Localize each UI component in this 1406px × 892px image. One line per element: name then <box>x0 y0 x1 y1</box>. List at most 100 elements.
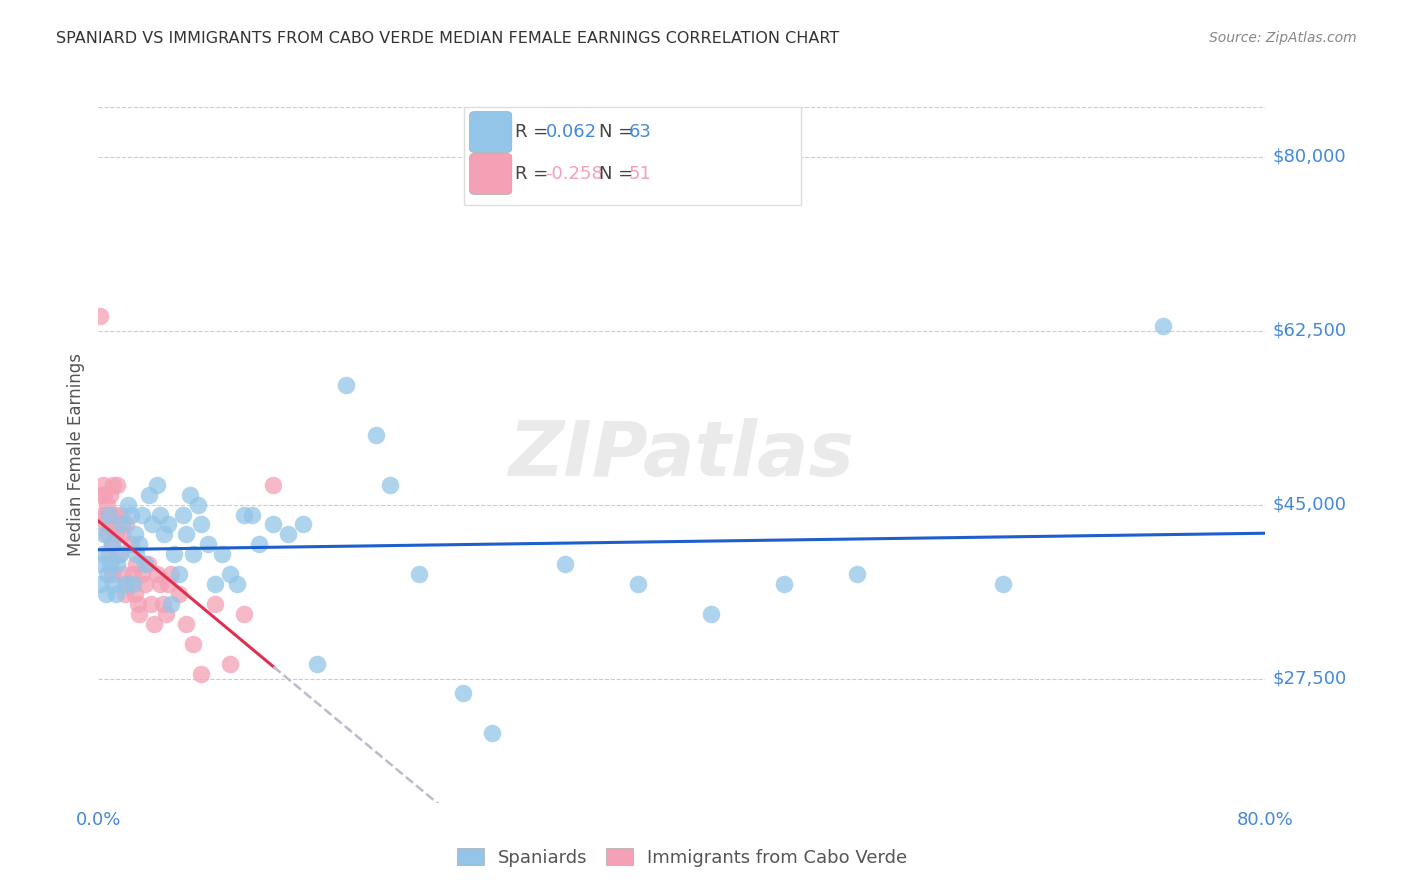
Point <box>98 558 121 572</box>
Point <box>114 577 136 591</box>
Point <box>167 567 190 582</box>
Point <box>101 477 124 491</box>
Y-axis label: Median Female Earnings: Median Female Earnings <box>66 353 84 557</box>
Point <box>111 517 134 532</box>
Point <box>139 597 162 611</box>
Point <box>115 517 138 532</box>
Point <box>554 558 576 572</box>
Point <box>125 547 148 561</box>
Point <box>218 567 240 582</box>
Point <box>190 517 212 532</box>
Text: R =: R = <box>515 165 554 183</box>
Point <box>114 587 136 601</box>
Point <box>190 666 212 681</box>
Point <box>110 508 132 522</box>
Point <box>122 567 145 582</box>
Point <box>378 477 402 491</box>
Point <box>89 309 111 323</box>
Point <box>167 587 190 601</box>
Point <box>96 527 118 541</box>
Point <box>700 607 723 621</box>
Point <box>138 488 160 502</box>
Point <box>160 567 183 582</box>
Point <box>149 577 172 591</box>
Text: 63: 63 <box>628 123 651 141</box>
Point <box>157 577 180 591</box>
Point <box>105 558 128 572</box>
Point <box>240 508 263 522</box>
Point <box>627 577 650 591</box>
Point <box>233 607 256 621</box>
Point <box>134 577 156 591</box>
Point <box>124 587 146 601</box>
Text: $45,000: $45,000 <box>1272 496 1347 514</box>
Text: ZIPatlas: ZIPatlas <box>509 418 855 491</box>
Point <box>94 587 117 601</box>
Point <box>112 567 135 582</box>
Point <box>204 577 226 591</box>
Point <box>233 508 256 522</box>
Point <box>128 607 150 621</box>
Point <box>277 527 299 541</box>
Point <box>110 547 132 561</box>
Point <box>181 547 204 561</box>
Point <box>93 527 115 541</box>
Point <box>111 527 134 541</box>
Point <box>262 517 284 532</box>
Point <box>93 488 115 502</box>
Point <box>204 597 226 611</box>
Point <box>94 517 117 532</box>
Point <box>181 637 204 651</box>
Point <box>125 558 148 572</box>
Point <box>120 537 142 551</box>
Point <box>97 547 120 561</box>
Point <box>131 567 153 582</box>
Point <box>773 577 796 591</box>
Point <box>104 527 127 541</box>
Point <box>157 517 180 532</box>
Point <box>131 508 153 522</box>
Text: N =: N = <box>599 123 638 141</box>
Point <box>152 597 174 611</box>
Point <box>91 477 114 491</box>
Point <box>98 488 121 502</box>
Point <box>845 567 868 582</box>
Point <box>153 527 176 541</box>
Point <box>108 547 131 561</box>
Point <box>100 567 122 582</box>
Point <box>226 577 249 591</box>
Point <box>307 657 329 671</box>
Point <box>991 577 1014 591</box>
Point <box>120 508 142 522</box>
Point <box>100 537 122 551</box>
Text: SPANIARD VS IMMIGRANTS FROM CABO VERDE MEDIAN FEMALE EARNINGS CORRELATION CHART: SPANIARD VS IMMIGRANTS FROM CABO VERDE M… <box>56 31 839 46</box>
Point <box>90 488 112 502</box>
Point <box>117 498 139 512</box>
Point <box>247 537 270 551</box>
Point <box>179 488 201 502</box>
Point <box>97 508 120 522</box>
Point <box>90 577 112 591</box>
Text: R =: R = <box>515 123 554 141</box>
Point <box>481 726 503 740</box>
Point <box>136 558 159 572</box>
Text: $27,500: $27,500 <box>1272 670 1347 688</box>
Point <box>141 517 163 532</box>
Point <box>211 547 233 561</box>
Point <box>187 498 209 512</box>
Legend: Spaniards, Immigrants from Cabo Verde: Spaniards, Immigrants from Cabo Verde <box>450 840 914 874</box>
Point <box>100 537 122 551</box>
Point <box>174 527 197 541</box>
Point <box>163 547 186 561</box>
Point <box>103 508 125 522</box>
Point <box>1152 318 1174 333</box>
Point <box>122 577 145 591</box>
Point <box>117 577 139 591</box>
Point <box>160 597 183 611</box>
Point <box>218 657 240 671</box>
Text: Source: ZipAtlas.com: Source: ZipAtlas.com <box>1209 31 1357 45</box>
Point <box>408 567 430 582</box>
Point <box>291 517 314 532</box>
Point <box>97 508 120 522</box>
Point <box>146 567 169 582</box>
